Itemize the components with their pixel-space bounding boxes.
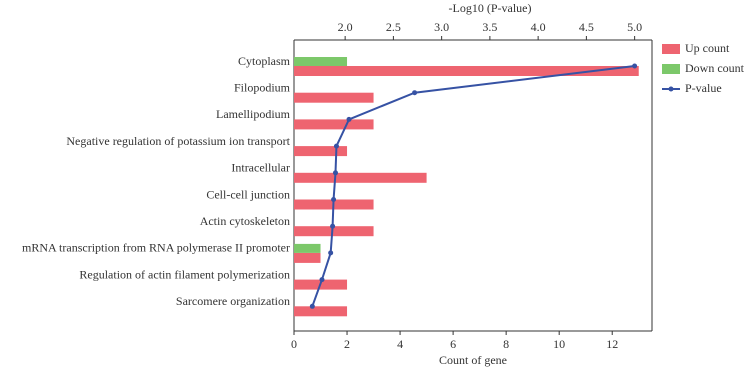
y-tick-label: Cytoplasm [238,54,291,68]
y-tick-label: Lamellipodium [216,107,291,121]
down-bar [294,243,321,253]
up-bar [294,92,374,103]
x-tick-label: 4 [397,337,403,351]
y-tick-label: Regulation of actin filament polymerizat… [79,267,290,281]
legend-swatch [662,44,680,54]
up-bar [294,172,427,183]
p-value-point [333,143,339,149]
p-value-point [319,277,325,283]
x2-tick-label: 4.5 [579,20,594,34]
p-value-point [632,63,638,69]
x-tick-label: 10 [553,337,565,351]
down-bar [294,57,348,66]
y-tick-label: Sarcomere organization [176,294,290,308]
up-bar [294,119,374,130]
x-tick-label: 2 [344,337,350,351]
p-value-line [311,65,635,307]
legend-label: Down count [685,61,745,75]
up-bar [294,66,639,76]
p-value-point [332,170,338,176]
p-value-point [346,116,352,122]
y-tick-label: Intracellular [231,161,290,175]
x-tick-label: 0 [291,337,297,351]
x-tick-label: 6 [450,337,456,351]
y-tick-label: Cell-cell junction [206,187,290,201]
x2-tick-label: 3.0 [434,20,449,34]
y-tick-label: Filopodium [234,80,291,94]
legend-label: P-value [685,81,722,95]
x2-tick-label: 5.0 [627,20,642,34]
x2-axis-title: -Log10 (P-value) [449,1,532,15]
p-value-point [330,223,336,229]
up-bar [294,226,374,237]
legend-swatch [662,64,680,74]
up-bar [294,146,348,157]
y-tick-label: Negative regulation of potassium ion tra… [66,134,290,148]
x2-tick-label: 2.5 [386,20,401,34]
y-tick-label: Actin cytoskeleton [200,214,290,228]
up-bar [294,252,321,263]
legend-dot [668,86,674,92]
p-value-point [331,197,337,202]
legend-label: Up count [685,41,730,55]
x2-tick-label: 4.0 [531,20,546,34]
x-tick-label: 8 [503,337,509,351]
x-axis-title: Count of gene [439,353,507,367]
p-value-point [309,303,315,309]
x2-tick-label: 3.5 [482,20,497,34]
up-bar [294,306,348,317]
x-tick-label: 12 [606,337,618,351]
p-value-point [412,90,418,96]
p-value-point [328,250,334,256]
y-tick-label: mRNA transcription from RNA polymerase I… [22,241,290,255]
x2-tick-label: 2.0 [338,20,353,34]
